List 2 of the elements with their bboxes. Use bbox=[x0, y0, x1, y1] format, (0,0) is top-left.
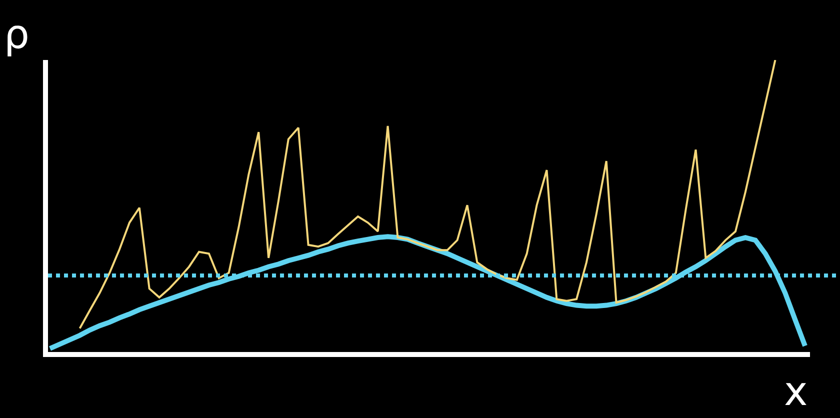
y-axis-title: ρ bbox=[4, 12, 30, 58]
x-axis-title: x bbox=[784, 369, 808, 415]
